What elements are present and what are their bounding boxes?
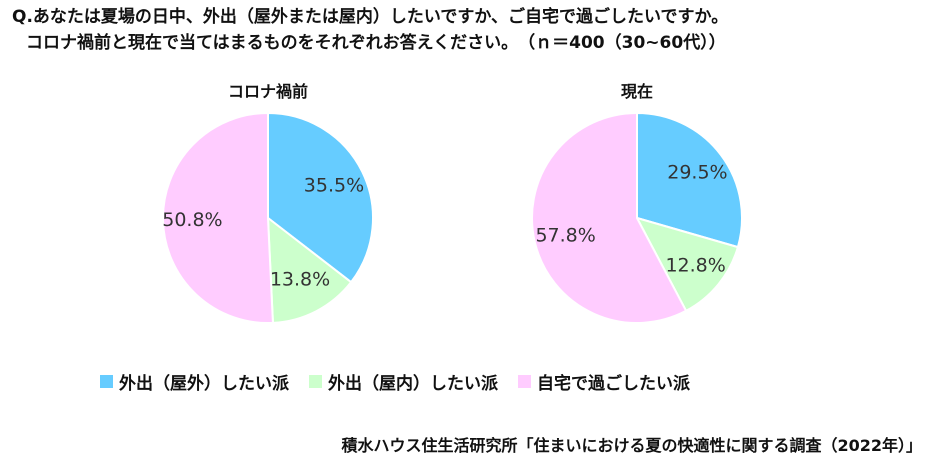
legend-item-home: 自宅で過ごしたい派 (518, 369, 690, 394)
pie-slice-before-outdoor (267, 111, 374, 284)
data-label-now-home: 57.8% (535, 225, 595, 247)
pie-slice-before-indoor (266, 215, 353, 324)
legend-swatch-home (518, 375, 531, 388)
question-line-2: コロナ禍前と現在で当てはまるものをそれぞれお答えください。 （ｎ＝400（30~… (26, 33, 726, 53)
data-label-now-indoor: 12.8% (665, 255, 725, 277)
legend-swatch-indoor (309, 375, 322, 388)
data-label-now-outdoor: 29.5% (667, 162, 727, 184)
pie-slice-now-outdoor (636, 111, 743, 249)
legend-swatch-outdoor (100, 375, 113, 388)
legend-label-home: 自宅で過ごしたい派 (537, 374, 690, 394)
legend-item-indoor: 外出（屋内）したい派 (309, 369, 498, 394)
pie-title-now: 現在 (620, 82, 654, 101)
pie-slice-now-home (531, 111, 688, 324)
pie-before: 35.5% 13.8% 50.8% (162, 111, 374, 324)
question-line-1: Q.あなたは夏場の日中、外出（屋外または屋内）したいですか、ご自宅で過ごしたいで… (12, 7, 729, 27)
legend-label-indoor: 外出（屋内）したい派 (328, 374, 498, 394)
data-label-before-home: 50.8% (162, 209, 222, 231)
data-label-before-outdoor: 35.5% (304, 175, 364, 197)
data-label-before-indoor: 13.8% (270, 268, 330, 290)
pie-slice-before-home (162, 111, 274, 324)
pie-now: 29.5% 12.8% 57.8% (531, 111, 743, 324)
legend-item-outdoor: 外出（屋外）したい派 (100, 369, 289, 394)
legend: 外出（屋外）したい派 外出（屋内）したい派 自宅で過ごしたい派 (100, 369, 690, 394)
source-note: 積水ハウス住生活研究所「住まいにおける夏の快適性に関する調査（2022年）」 (341, 436, 922, 455)
legend-label-outdoor: 外出（屋外）したい派 (119, 374, 289, 394)
pie-title-before: コロナ禍前 (227, 82, 309, 101)
pie-slice-now-indoor (635, 216, 740, 313)
